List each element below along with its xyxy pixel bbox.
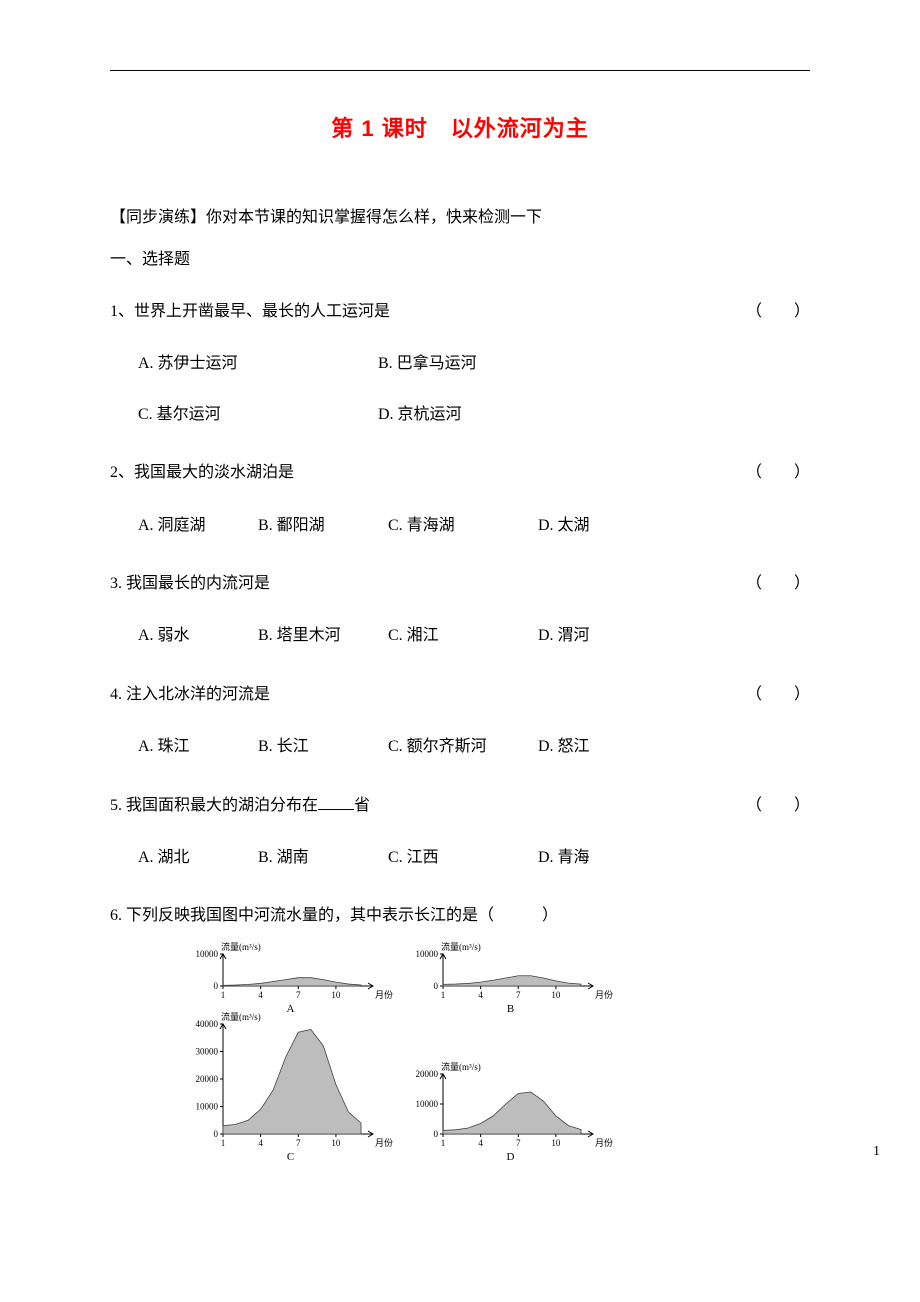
q5-opt-a: A. 湖北 xyxy=(138,843,258,873)
svg-text:月份: 月份 xyxy=(595,1137,613,1148)
svg-text:流量(m³/s): 流量(m³/s) xyxy=(221,1011,261,1022)
q2-opt-c: C. 青海湖 xyxy=(388,511,538,541)
question-1-text: 1、世界上开凿最早、最长的人工运河是 xyxy=(110,297,390,327)
q1-opt-a: A. 苏伊士运河 xyxy=(138,349,378,379)
question-6-text: 6. 下列反映我国图中河流水量的，其中表示长江的是（ ） xyxy=(110,901,558,931)
question-5: 5. 我国面积最大的湖泊分布在省 （ ） A. 湖北 B. 湖南 C. 江西 D… xyxy=(110,791,810,874)
question-3: 3. 我国最长的内流河是 （ ） A. 弱水 B. 塔里木河 C. 湘江 D. … xyxy=(110,569,810,652)
question-1: 1、世界上开凿最早、最长的人工运河是 （ ） A. 苏伊士运河 B. 巴拿马运河… xyxy=(110,297,810,430)
answer-paren: （ ） xyxy=(746,791,810,821)
top-rule xyxy=(110,70,810,71)
q2-opt-b: B. 鄱阳湖 xyxy=(258,511,388,541)
svg-text:1: 1 xyxy=(441,1138,446,1148)
svg-text:月份: 月份 xyxy=(595,989,613,1000)
svg-text:4: 4 xyxy=(258,990,263,1000)
answer-paren: （ ） xyxy=(746,458,810,488)
question-6: 6. 下列反映我国图中河流水量的，其中表示长江的是（ ） 流量(m³/s)010… xyxy=(110,901,810,1169)
question-5-text: 5. 我国面积最大的湖泊分布在省 xyxy=(110,791,370,821)
chart-panel-a: 流量(m³/s) 0 10000 1 4 7 10 月份 A xyxy=(196,941,394,1015)
question-2: 2、我国最大的淡水湖泊是 （ ） A. 洞庭湖 B. 鄱阳湖 C. 青海湖 D.… xyxy=(110,458,810,541)
svg-text:0: 0 xyxy=(214,981,219,991)
svg-text:10: 10 xyxy=(331,990,341,1000)
question-4-text: 4. 注入北冰洋的河流是 xyxy=(110,680,270,710)
answer-paren: （ ） xyxy=(746,680,810,710)
page-number: 1 xyxy=(873,1144,880,1160)
chart-panel-d: 流量(m³/s) 0 10000 20000 1 4 7 10 月份 D xyxy=(416,1061,614,1163)
svg-text:30000: 30000 xyxy=(196,1046,219,1056)
hydrograph-charts: 流量(m³/s)01000014710月份A 流量(m³/s)010000147… xyxy=(165,940,625,1170)
svg-text:D: D xyxy=(507,1151,515,1163)
svg-text:10: 10 xyxy=(551,1138,561,1148)
question-3-text: 3. 我国最长的内流河是 xyxy=(110,569,270,599)
svg-text:4: 4 xyxy=(258,1138,263,1148)
intro-text: 【同步演练】你对本节课的知识掌握得怎么样，快来检测一下 xyxy=(110,203,810,227)
answer-paren: （ ） xyxy=(746,297,810,327)
q5-opt-c: C. 江西 xyxy=(388,843,538,873)
svg-text:4: 4 xyxy=(478,990,483,1000)
svg-text:1: 1 xyxy=(441,990,446,1000)
svg-text:月份: 月份 xyxy=(375,989,393,1000)
svg-text:流量(m³/s): 流量(m³/s) xyxy=(441,941,481,952)
svg-text:0: 0 xyxy=(434,1129,439,1139)
chart-panel-c: 流量(m³/s) 0 10000 20000 30000 40000 1 4 7 10 月份 C xyxy=(196,1011,394,1163)
q3-opt-d: D. 渭河 xyxy=(538,621,810,651)
svg-text:10000: 10000 xyxy=(416,1099,439,1109)
q3-opt-b: B. 塔里木河 xyxy=(258,621,388,651)
q4-opt-d: D. 怒江 xyxy=(538,732,810,762)
svg-text:7: 7 xyxy=(296,990,301,1000)
q3-opt-a: A. 弱水 xyxy=(138,621,258,651)
q1-opt-b: B. 巴拿马运河 xyxy=(378,349,810,379)
svg-text:0: 0 xyxy=(214,1129,219,1139)
q2-opt-d: D. 太湖 xyxy=(538,511,810,541)
q5-opt-b: B. 湖南 xyxy=(258,843,388,873)
svg-text:4: 4 xyxy=(478,1138,483,1148)
svg-text:20000: 20000 xyxy=(416,1069,439,1079)
svg-text:0: 0 xyxy=(434,981,439,991)
fill-blank xyxy=(318,809,354,810)
chart-panel-b: 流量(m³/s) 0 10000 1 4 7 10 月份 B xyxy=(416,941,614,1015)
svg-text:40000: 40000 xyxy=(196,1019,219,1029)
charts-svg: 流量(m³/s)01000014710月份A 流量(m³/s)010000147… xyxy=(165,940,625,1170)
q3-opt-c: C. 湘江 xyxy=(388,621,538,651)
question-2-text: 2、我国最大的淡水湖泊是 xyxy=(110,458,294,488)
svg-text:B: B xyxy=(507,1003,514,1015)
svg-text:7: 7 xyxy=(516,990,521,1000)
svg-text:1: 1 xyxy=(221,1138,226,1148)
svg-text:7: 7 xyxy=(296,1138,301,1148)
q4-opt-a: A. 珠江 xyxy=(138,732,258,762)
page-title: 第 1 课时 以外流河为主 xyxy=(110,111,810,143)
svg-text:C: C xyxy=(287,1151,294,1163)
question-4: 4. 注入北冰洋的河流是 （ ） A. 珠江 B. 长江 C. 额尔齐斯河 D.… xyxy=(110,680,810,763)
svg-text:1: 1 xyxy=(221,990,226,1000)
svg-text:20000: 20000 xyxy=(196,1074,219,1084)
q4-opt-b: B. 长江 xyxy=(258,732,388,762)
svg-text:10: 10 xyxy=(551,990,561,1000)
svg-text:7: 7 xyxy=(516,1138,521,1148)
q4-opt-c: C. 额尔齐斯河 xyxy=(388,732,538,762)
q1-opt-c: C. 基尔运河 xyxy=(138,400,378,430)
svg-text:流量(m³/s): 流量(m³/s) xyxy=(221,941,261,952)
svg-text:月份: 月份 xyxy=(375,1137,393,1148)
q1-opt-d: D. 京杭运河 xyxy=(378,400,810,430)
q2-opt-a: A. 洞庭湖 xyxy=(138,511,258,541)
svg-text:10000: 10000 xyxy=(196,949,219,959)
svg-text:流量(m³/s): 流量(m³/s) xyxy=(441,1061,481,1072)
answer-paren: （ ） xyxy=(746,569,810,599)
section-heading: 一、选择题 xyxy=(110,245,810,269)
svg-text:A: A xyxy=(287,1003,295,1015)
svg-text:10: 10 xyxy=(331,1138,341,1148)
q5-opt-d: D. 青海 xyxy=(538,843,810,873)
svg-text:10000: 10000 xyxy=(196,1101,219,1111)
svg-text:10000: 10000 xyxy=(416,949,439,959)
